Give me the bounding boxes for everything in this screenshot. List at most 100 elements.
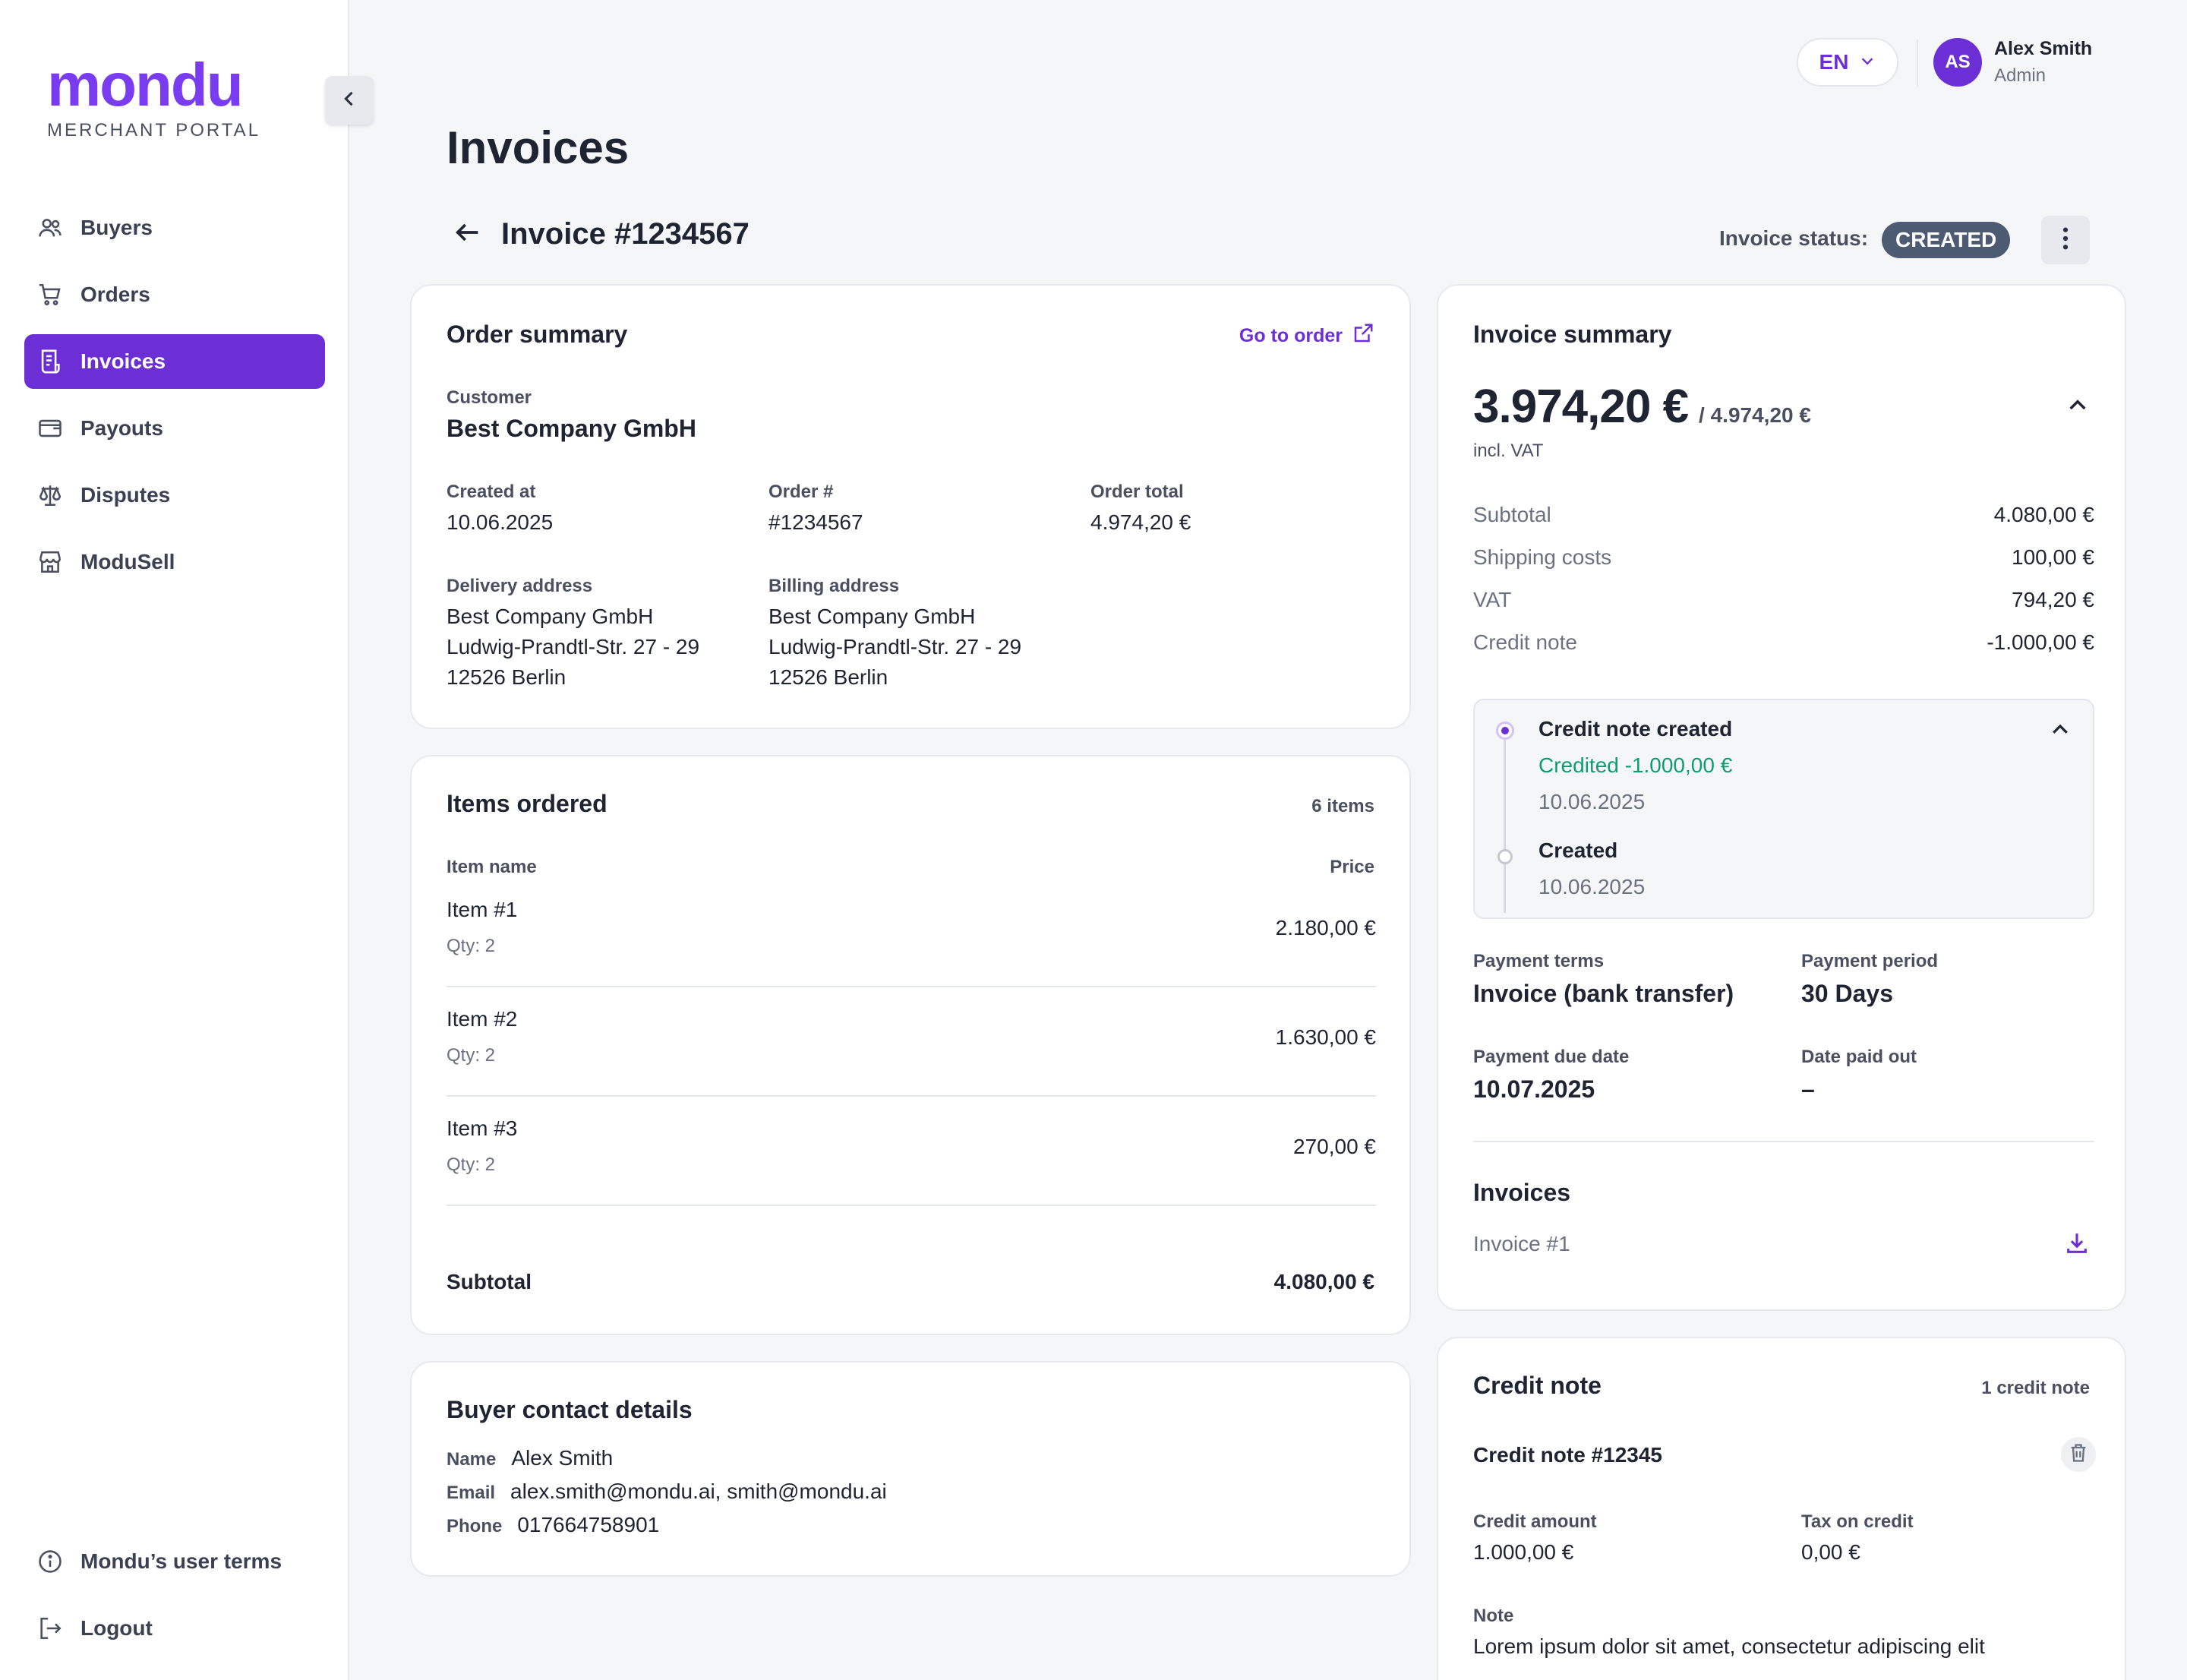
avatar[interactable]: AS	[1933, 38, 1982, 87]
credit-amount-label: Credit amount	[1473, 1511, 1597, 1532]
collapse-sidebar-button[interactable]	[325, 76, 374, 125]
logout-icon	[36, 1615, 64, 1642]
timeline-credit-amount: Credited -1.000,00 €	[1538, 753, 1733, 777]
order-number-value: #1234567	[768, 510, 863, 534]
sidebar-item-label: Logout	[80, 1616, 153, 1640]
summary-line: Subtotal 4.080,00 €	[1473, 503, 2094, 527]
credit-amount-value: 1.000,00 €	[1473, 1540, 1574, 1564]
sidebar-item-invoices[interactable]: Invoices	[24, 334, 325, 389]
timeline-dot	[1497, 849, 1513, 864]
billing-address-line: Best Company GmbH	[768, 605, 976, 628]
item-price: 1.630,00 €	[1275, 1025, 1376, 1049]
col-header-item-name: Item name	[447, 857, 537, 877]
created-at-label: Created at	[447, 482, 536, 502]
invoice-amount-row: 3.974,20 € / 4.974,20 €	[1473, 380, 1811, 434]
sidebar-item-mondusell[interactable]: ModuSell	[24, 535, 325, 589]
credit-note-card: Credit note 1 credit note Credit note #1…	[1437, 1337, 2126, 1680]
summary-line-label: Credit note	[1473, 630, 1577, 654]
invoice-summary-card: Invoice summary 3.974,20 € / 4.974,20 € …	[1437, 284, 2126, 1311]
sidebar-item-logout[interactable]: Logout	[24, 1601, 325, 1656]
contact-name-label: Name	[447, 1449, 497, 1470]
summary-line-label: Shipping costs	[1473, 545, 1612, 569]
sidebar-item-label: Buyers	[80, 216, 153, 239]
invoice-icon	[36, 348, 64, 375]
sidebar-item-user-terms[interactable]: Mondu’s user terms	[24, 1534, 325, 1589]
customer-name: Best Company GmbH	[447, 415, 696, 442]
sidebar-item-payouts[interactable]: Payouts	[24, 401, 325, 456]
timeline-event-date: 10.06.2025	[1538, 875, 1646, 898]
page-title: Invoices	[447, 122, 630, 173]
language-value: EN	[1819, 50, 1849, 74]
items-ordered-title: Items ordered	[447, 790, 608, 817]
chevron-up-icon	[2066, 399, 2090, 421]
delete-credit-note-button[interactable]	[2061, 1437, 2096, 1472]
scale-icon	[36, 482, 64, 509]
more-actions-button[interactable]	[2041, 216, 2090, 264]
contact-name-value: Alex Smith	[511, 1446, 614, 1470]
subtotal-value: 4.080,00 €	[1273, 1270, 1374, 1293]
date-paid-value: –	[1801, 1075, 1815, 1103]
credit-note-count: 1 credit note	[1981, 1378, 2090, 1398]
collapse-summary-button[interactable]	[2066, 393, 2090, 422]
chevron-left-icon	[339, 88, 360, 113]
order-summary-card: Order summary Go to order Customer Best …	[410, 284, 1411, 729]
sidebar-item-label: Orders	[80, 283, 150, 306]
language-select[interactable]: EN	[1797, 38, 1898, 87]
tax-on-credit-value: 0,00 €	[1801, 1540, 1860, 1564]
go-to-order-link[interactable]: Go to order	[1239, 322, 1374, 350]
logo-word: mondu	[47, 51, 244, 118]
info-icon	[36, 1548, 64, 1575]
date-paid-label: Date paid out	[1801, 1047, 1917, 1067]
sidebar-item-disputes[interactable]: Disputes	[24, 468, 325, 523]
users-icon	[36, 214, 64, 242]
summary-line-label: VAT	[1473, 588, 1512, 611]
sidebar-bottom-nav: Mondu’s user terms Logout	[24, 1534, 325, 1668]
items-ordered-card: Items ordered 6 items Item name Price It…	[410, 755, 1411, 1335]
delivery-address-line: 12526 Berlin	[447, 665, 566, 689]
sidebar-item-label: Mondu’s user terms	[80, 1549, 282, 1573]
trash-icon	[2068, 1442, 2089, 1467]
item-price: 2.180,00 €	[1275, 916, 1376, 939]
timeline-event-date: 10.06.2025	[1538, 790, 1646, 813]
sidebar-item-label: Invoices	[80, 349, 166, 373]
customer-label: Customer	[447, 387, 532, 408]
created-at-value: 10.06.2025	[447, 510, 554, 534]
subtotal-label: Subtotal	[447, 1270, 532, 1293]
order-summary-title: Order summary	[447, 321, 628, 348]
header-divider	[1917, 39, 1918, 87]
chevron-up-icon	[2049, 724, 2072, 744]
collapse-timeline-button[interactable]	[2049, 718, 2072, 745]
timeline-dot-active	[1496, 722, 1514, 740]
logo-subtitle: MERCHANT PORTAL	[47, 120, 261, 141]
delivery-address-label: Delivery address	[447, 576, 593, 596]
external-link-icon	[1352, 322, 1374, 350]
invoice-amount-total: / 4.974,20 €	[1699, 403, 1811, 427]
summary-line-value: 4.080,00 €	[1993, 503, 2094, 526]
table-row: Item #2 Qty: 2 1.630,00 €	[447, 987, 1376, 1097]
sidebar-item-orders[interactable]: Orders	[24, 267, 325, 322]
contact-email-value[interactable]: alex.smith@mondu.ai, smith@mondu.ai	[510, 1479, 887, 1503]
table-row: Item #1 Qty: 2 2.180,00 €	[447, 878, 1376, 987]
payment-period-label: Payment period	[1801, 951, 1939, 971]
summary-line: Shipping costs 100,00 €	[1473, 545, 2094, 570]
contact-phone-value: 017664758901	[517, 1513, 660, 1536]
back-arrow-icon[interactable]	[453, 217, 483, 251]
invoice-amount: 3.974,20 €	[1473, 381, 1689, 433]
item-price: 270,00 €	[1293, 1135, 1376, 1158]
delivery-address-line: Ludwig-Prandtl-Str. 27 - 29	[447, 635, 700, 658]
payment-period-value: 30 Days	[1801, 980, 1893, 1007]
sidebar-item-label: Disputes	[80, 483, 171, 507]
payment-terms-value: Invoice (bank transfer)	[1473, 980, 1734, 1007]
sidebar: mondu MERCHANT PORTAL Buyers Orders Invo…	[0, 0, 349, 1680]
credit-note-note-value: Lorem ipsum dolor sit amet, consectetur …	[1473, 1634, 1985, 1658]
payment-due-label: Payment due date	[1473, 1047, 1630, 1067]
sidebar-item-buyers[interactable]: Buyers	[24, 201, 325, 255]
invoice-status-label: Invoice status:	[1719, 226, 1869, 250]
download-invoice-button[interactable]	[2064, 1230, 2090, 1260]
order-number-label: Order #	[768, 482, 834, 502]
contact-email-label: Email	[447, 1483, 496, 1503]
mondu-logo[interactable]: mondu MERCHANT PORTAL	[47, 55, 260, 141]
credit-note-note-label: Note	[1473, 1606, 1514, 1626]
store-icon	[36, 548, 64, 576]
invoice-file-name[interactable]: Invoice #1	[1473, 1232, 1570, 1255]
